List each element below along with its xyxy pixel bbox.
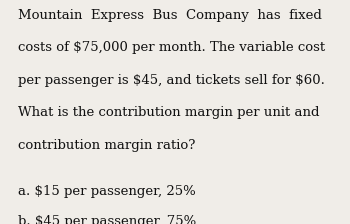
Text: per passenger is \$45, and tickets sell for \$60.: per passenger is \$45, and tickets sell … xyxy=(18,74,324,87)
Text: costs of \$75,000 per month. The variable cost: costs of \$75,000 per month. The variabl… xyxy=(18,41,325,54)
Text: a. \$15 per passenger, 25%: a. \$15 per passenger, 25% xyxy=(18,185,195,198)
Text: b. \$45 per passenger, 75%: b. \$45 per passenger, 75% xyxy=(18,215,196,224)
Text: contribution margin ratio?: contribution margin ratio? xyxy=(18,139,195,152)
Text: What is the contribution margin per unit and: What is the contribution margin per unit… xyxy=(18,106,319,119)
Text: Mountain  Express  Bus  Company  has  fixed: Mountain Express Bus Company has fixed xyxy=(18,9,321,22)
